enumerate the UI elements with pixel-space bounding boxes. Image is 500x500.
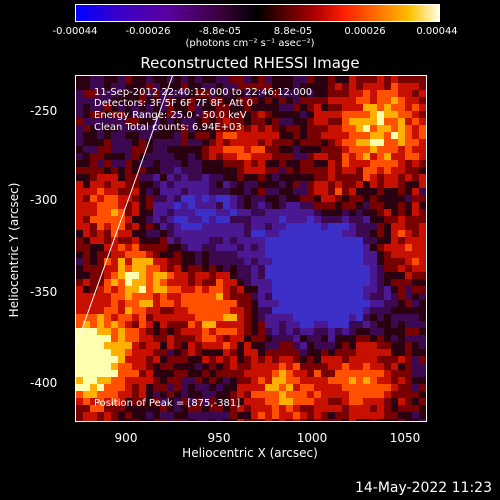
image-title: Reconstructed RHESSI Image (140, 54, 360, 72)
y-tick-label: -300 (30, 193, 58, 207)
x-tick-label: 950 (207, 431, 231, 445)
colorbar-tick: -0.00026 (125, 26, 171, 37)
x-tick-label: 1000 (296, 431, 328, 445)
rhessi-image (75, 75, 427, 422)
x-axis-label: Heliocentric X (arcsec) (182, 446, 318, 460)
image-heatmap (76, 76, 426, 421)
y-tick-label: -350 (30, 285, 58, 299)
y-axis-label: Heliocentric Y (arcsec) (7, 182, 21, 318)
colorbar-tick: 0.00026 (344, 26, 386, 37)
colorbar-tick: 8.8e-05 (273, 26, 313, 37)
y-tick-label: -400 (30, 376, 58, 390)
peak-annotation: Position of Peak = [875,-381] (94, 398, 241, 409)
detectors-annotation: Detectors: 3F 5F 6F 7F 8F, Att 0 (94, 98, 254, 109)
colorbar-tick: -8.8e-05 (199, 26, 241, 37)
solar-limb-line (76, 76, 173, 347)
colorbar-units: (photons cm⁻² s⁻¹ asec⁻²) (185, 38, 315, 49)
time-range-annotation: 11-Sep-2012 22:40:12.000 to 22:46:12.000 (94, 87, 313, 98)
energy-annotation: Energy Range: 25.0 - 50.0 keV (94, 110, 247, 121)
y-tick-label: -250 (30, 104, 58, 118)
counts-annotation: Clean Total counts: 6.94E+03 (94, 122, 242, 133)
colorbar (75, 4, 440, 22)
colorbar-tick: 0.00044 (416, 26, 458, 37)
x-tick-label: 900 (114, 431, 138, 445)
plot-datestamp: 14-May-2022 11:23 (354, 480, 492, 496)
x-tick-label: 1050 (389, 431, 421, 445)
colorbar-tick: -0.00044 (52, 26, 98, 37)
